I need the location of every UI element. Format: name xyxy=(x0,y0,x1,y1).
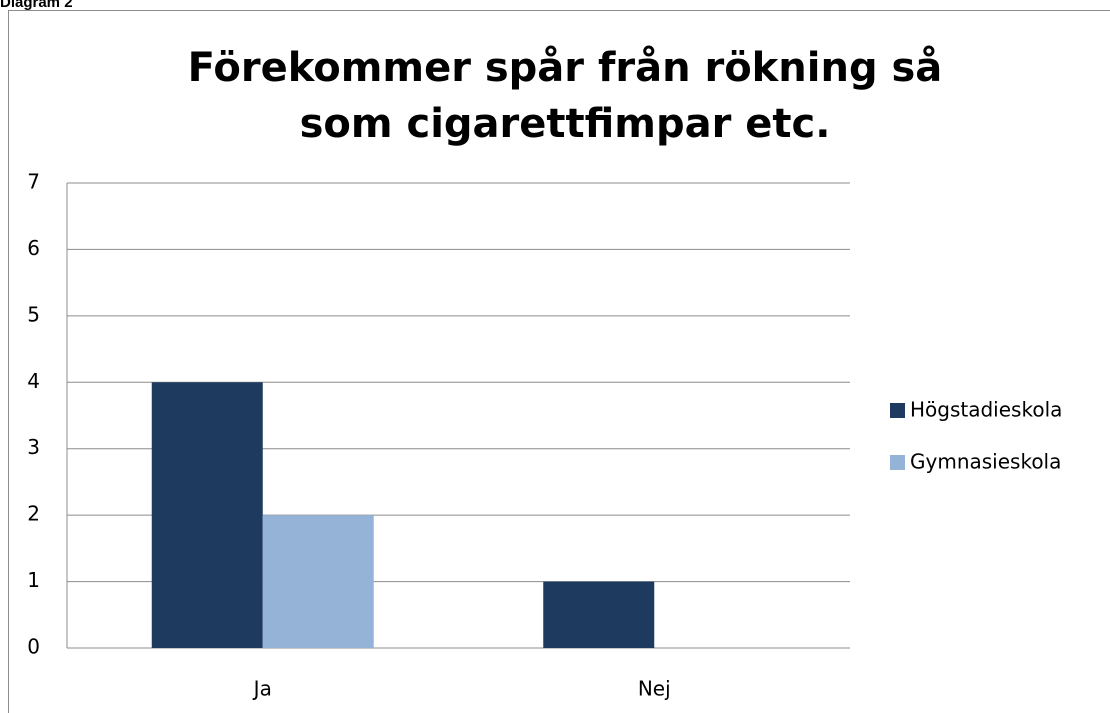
y-tick-label: 7 xyxy=(27,170,40,194)
bar xyxy=(543,581,655,648)
bar xyxy=(151,382,263,648)
caption: Diagram 2 xyxy=(0,0,73,11)
legend-label: Gymnasieskola xyxy=(910,450,1061,474)
legend-label: Högstadieskola xyxy=(910,398,1062,422)
y-tick-label: 5 xyxy=(27,302,40,326)
bar xyxy=(262,515,374,648)
legend-swatch xyxy=(890,403,905,418)
y-tick-label: 6 xyxy=(27,236,40,260)
x-tick-label: Nej xyxy=(638,677,671,701)
y-tick-label: 4 xyxy=(27,369,40,393)
chart-frame xyxy=(8,10,1110,713)
y-tick-label: 2 xyxy=(27,502,40,526)
chart-title: Förekommer spår från rökning så som ciga… xyxy=(187,45,943,147)
legend-swatch xyxy=(890,455,905,470)
y-tick-label: 3 xyxy=(27,435,40,459)
x-tick-label: Ja xyxy=(252,677,272,701)
y-tick-label: 1 xyxy=(27,568,40,592)
y-tick-label: 0 xyxy=(27,635,40,659)
